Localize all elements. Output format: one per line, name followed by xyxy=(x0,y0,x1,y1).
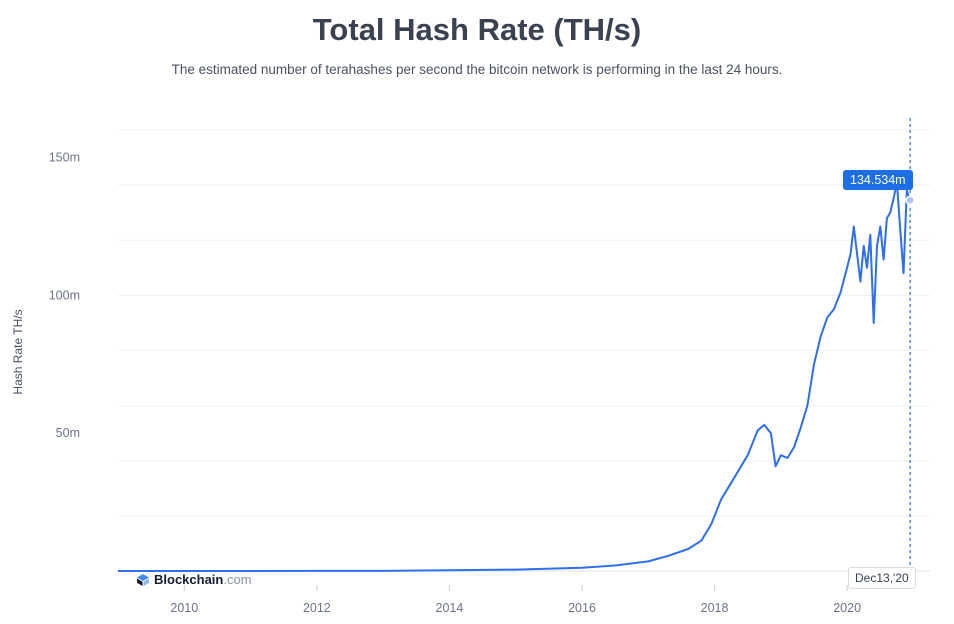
x-tick-label: 2020 xyxy=(833,601,861,615)
x-tick-label: 2018 xyxy=(701,601,729,615)
x-tick-label: 2014 xyxy=(436,601,464,615)
chart-subtitle: The estimated number of terahashes per s… xyxy=(171,62,783,77)
blockchain-branding[interactable]: Blockchain .com xyxy=(136,572,252,587)
x-axis-ticks: 2010 2012 2014 2016 2018 2020 xyxy=(170,585,861,615)
brand-name: Blockchain xyxy=(154,572,224,587)
blockchain-logo-icon xyxy=(137,573,149,586)
x-tick-label: 2010 xyxy=(170,601,198,615)
hash-rate-series-line[interactable] xyxy=(118,181,912,572)
grid-lines xyxy=(118,129,930,517)
chart-title: Total Hash Rate (TH/s) xyxy=(312,12,642,47)
hover-date-badge: Dec13,'20 xyxy=(848,567,916,589)
y-axis-ticks: 50m 100m 150m xyxy=(49,151,80,441)
brand-domain: .com xyxy=(223,572,252,587)
x-tick-label: 2012 xyxy=(303,601,331,615)
y-tick-label: 150m xyxy=(49,151,80,165)
y-tick-label: 100m xyxy=(49,288,80,302)
y-tick-label: 50m xyxy=(56,426,80,440)
hover-point-marker[interactable] xyxy=(905,195,915,205)
x-tick-label: 2016 xyxy=(568,601,596,615)
hover-value-badge: 134.534m xyxy=(843,170,913,190)
